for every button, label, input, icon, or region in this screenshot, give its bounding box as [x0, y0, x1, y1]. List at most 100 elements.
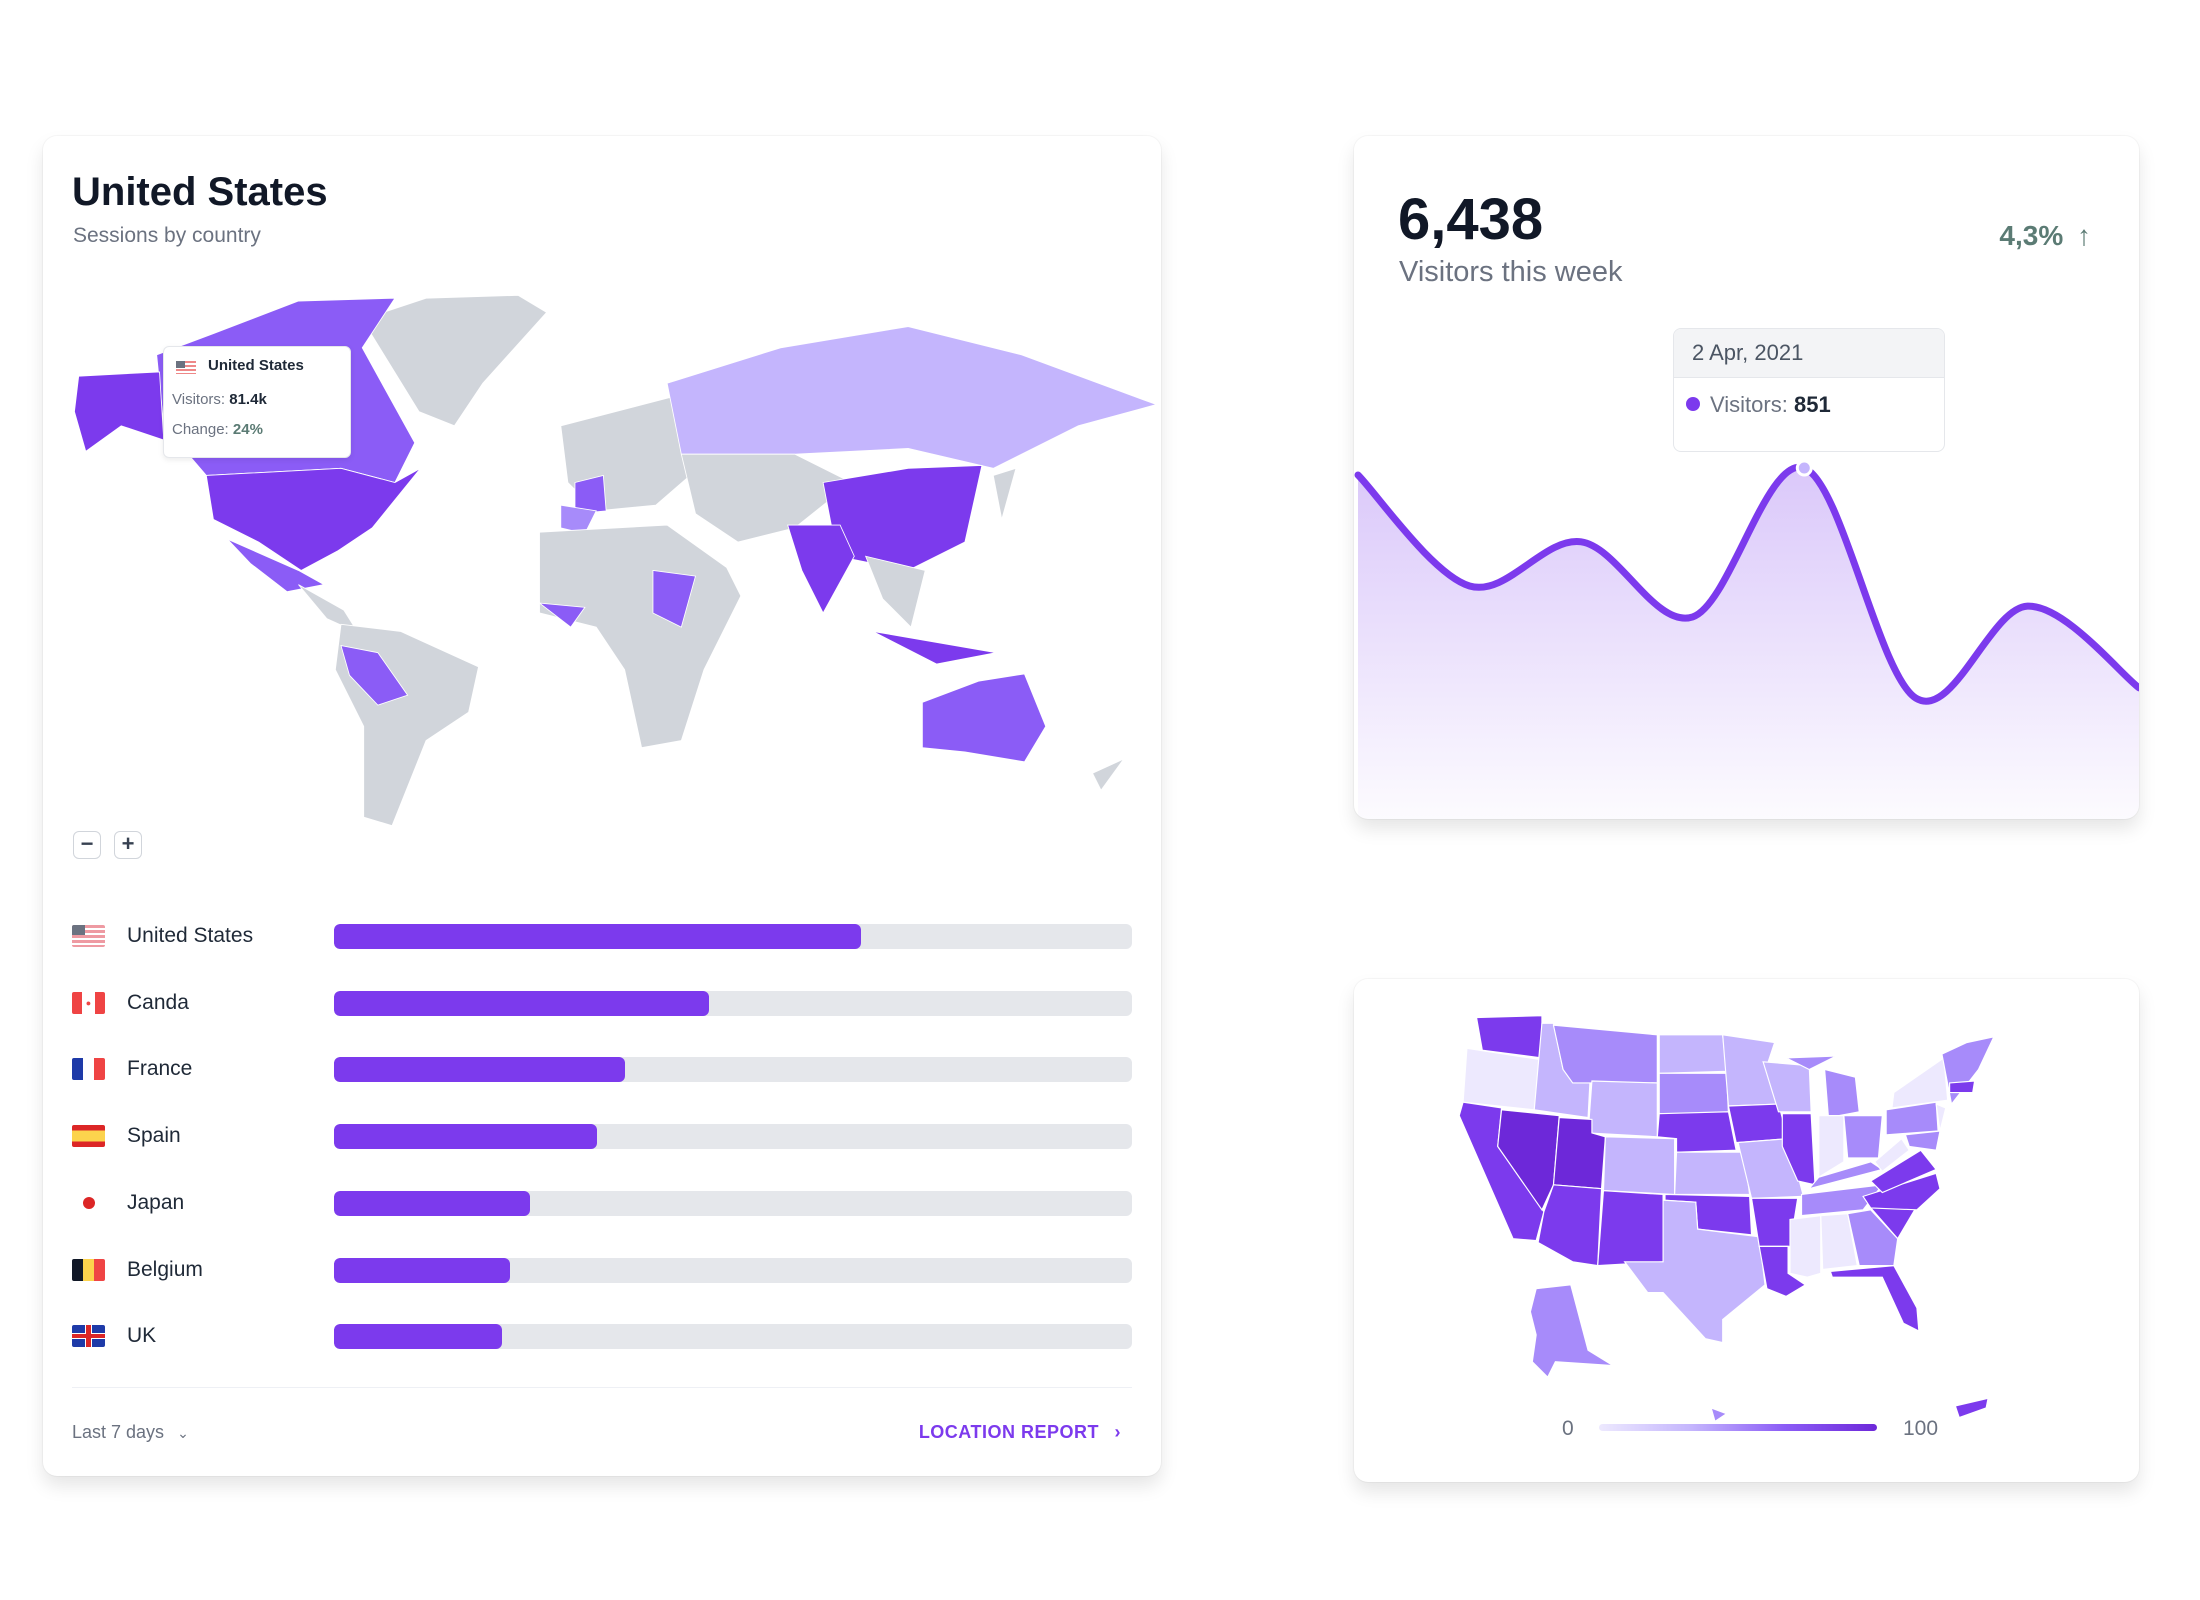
country-bar-fill — [334, 1324, 502, 1349]
state-nm[interactable] — [1597, 1190, 1664, 1267]
chart-area — [1358, 467, 2139, 819]
region-japan[interactable] — [992, 467, 1017, 520]
region-sudan[interactable] — [652, 569, 697, 628]
state-tx[interactable] — [1623, 1199, 1766, 1344]
state-mi-upper[interactable] — [1785, 1055, 1837, 1071]
state-ny[interactable] — [1891, 1056, 1949, 1109]
tooltip-visitors: Visitors: 81.4k — [172, 391, 267, 408]
country-name: United States — [127, 924, 254, 947]
state-hi[interactable] — [1710, 1406, 1728, 1423]
region-alaska[interactable] — [73, 371, 165, 453]
country-bar-track — [334, 991, 1132, 1016]
visitors-total: 6,438 — [1398, 187, 1544, 252]
country-row[interactable]: United States — [72, 923, 1132, 953]
state-or[interactable] — [1462, 1047, 1543, 1111]
state-nj[interactable] — [1935, 1103, 1947, 1132]
flag-us-icon — [176, 361, 196, 374]
state-md-de[interactable] — [1904, 1130, 1941, 1151]
state-la[interactable] — [1758, 1245, 1807, 1298]
country-row[interactable]: UK — [72, 1323, 1132, 1353]
flag-jp-icon — [72, 1192, 105, 1214]
state-new-england[interactable] — [1941, 1035, 1995, 1106]
tooltip-country: United States — [208, 357, 304, 374]
state-wv[interactable] — [1873, 1137, 1911, 1173]
chart-tooltip: 2 Apr, 2021 Visitors: 851 — [1673, 328, 1945, 452]
state-sd[interactable] — [1658, 1072, 1730, 1115]
country-bar-track — [334, 1057, 1132, 1082]
state-tn[interactable] — [1800, 1184, 1884, 1217]
state-nv[interactable] — [1497, 1109, 1560, 1212]
us-states-card: 0 100 — [1354, 979, 2139, 1482]
state-wy[interactable] — [1587, 1080, 1658, 1138]
region-russia[interactable] — [666, 326, 1158, 469]
world-map[interactable] — [71, 284, 1164, 837]
legend-max: 100 — [1903, 1417, 1939, 1440]
zoom-out-button[interactable]: − — [73, 831, 101, 859]
country-name: Spain — [127, 1124, 181, 1147]
region-greenland[interactable] — [361, 294, 548, 427]
state-co[interactable] — [1602, 1136, 1676, 1196]
region-france[interactable] — [574, 474, 607, 515]
region-peru-bolivia[interactable] — [340, 645, 409, 706]
tooltip-visitors-value: 81.4k — [229, 391, 267, 408]
state-nc[interactable] — [1862, 1172, 1941, 1211]
state-pr[interactable] — [1954, 1397, 1989, 1419]
country-bar-fill — [334, 1124, 598, 1149]
location-report-link[interactable]: LOCATION REPORT › — [919, 1422, 1121, 1443]
visitors-label: Visitors this week — [1399, 256, 1623, 288]
state-nd[interactable] — [1658, 1034, 1728, 1074]
region-africa[interactable] — [539, 524, 742, 749]
region-india[interactable] — [787, 524, 855, 614]
country-row[interactable]: Spain — [72, 1123, 1132, 1153]
us-states-map[interactable] — [1440, 1000, 2040, 1462]
chevron-right-icon: › — [1114, 1422, 1121, 1442]
country-bar-track — [334, 924, 1132, 949]
country-row[interactable]: France — [72, 1056, 1132, 1086]
state-va[interactable] — [1869, 1149, 1938, 1194]
page-title: United States — [72, 170, 328, 214]
state-ga[interactable] — [1846, 1209, 1899, 1267]
tooltip-change-value: 24% — [232, 421, 263, 438]
state-il[interactable] — [1781, 1113, 1816, 1186]
country-bar-track — [334, 1258, 1132, 1283]
chevron-down-icon: ⌄ — [177, 1425, 189, 1441]
tooltip-visitors-label: Visitors: — [172, 391, 226, 408]
state-ak[interactable] — [1529, 1284, 1614, 1379]
region-australia[interactable] — [921, 673, 1047, 763]
region-usa[interactable] — [205, 467, 421, 571]
highlighted-point[interactable] — [1795, 459, 1813, 477]
flag-es-icon — [72, 1125, 105, 1147]
state-in[interactable] — [1818, 1115, 1845, 1179]
state-ks[interactable] — [1674, 1151, 1751, 1196]
zoom-in-button[interactable]: + — [114, 831, 142, 859]
location-report-label: LOCATION REPORT — [918, 1422, 1099, 1442]
flag-fr-icon — [72, 1058, 105, 1080]
region-indonesia[interactable] — [872, 630, 997, 665]
state-oh[interactable] — [1843, 1115, 1883, 1159]
state-mt[interactable] — [1552, 1024, 1658, 1084]
card-subtitle: Sessions by country — [73, 224, 261, 247]
region-west-africa[interactable] — [538, 602, 586, 628]
visitors-line-chart[interactable] — [1354, 136, 2139, 819]
state-mi[interactable] — [1823, 1068, 1860, 1119]
tooltip-value: 851 — [1793, 392, 1831, 417]
state-wi[interactable] — [1762, 1061, 1812, 1113]
tooltip-change-label: Change: — [172, 421, 229, 438]
country-bar-fill — [334, 1258, 510, 1283]
state-al[interactable] — [1820, 1213, 1858, 1271]
region-southeast-asia[interactable] — [864, 555, 926, 628]
state-ms[interactable] — [1789, 1214, 1822, 1278]
state-fl[interactable] — [1829, 1265, 1920, 1332]
state-az[interactable] — [1537, 1184, 1603, 1267]
region-new-zealand[interactable] — [1091, 757, 1126, 792]
flag-be-icon — [72, 1259, 105, 1281]
tooltip-visitors: Visitors: 851 — [1674, 378, 1944, 432]
country-row[interactable]: ● Canda — [72, 990, 1132, 1020]
visitors-card: 6,438 Visitors this week 4,3% ↑ 2 Apr, 2… — [1354, 136, 2139, 819]
country-row[interactable]: Belgium — [72, 1257, 1132, 1287]
flag-us-icon — [72, 925, 105, 947]
country-name: France — [127, 1057, 193, 1080]
period-dropdown[interactable]: Last 7 days ⌄ — [72, 1422, 189, 1443]
state-ma[interactable] — [1949, 1080, 1976, 1094]
country-row[interactable]: Japan — [72, 1190, 1132, 1220]
